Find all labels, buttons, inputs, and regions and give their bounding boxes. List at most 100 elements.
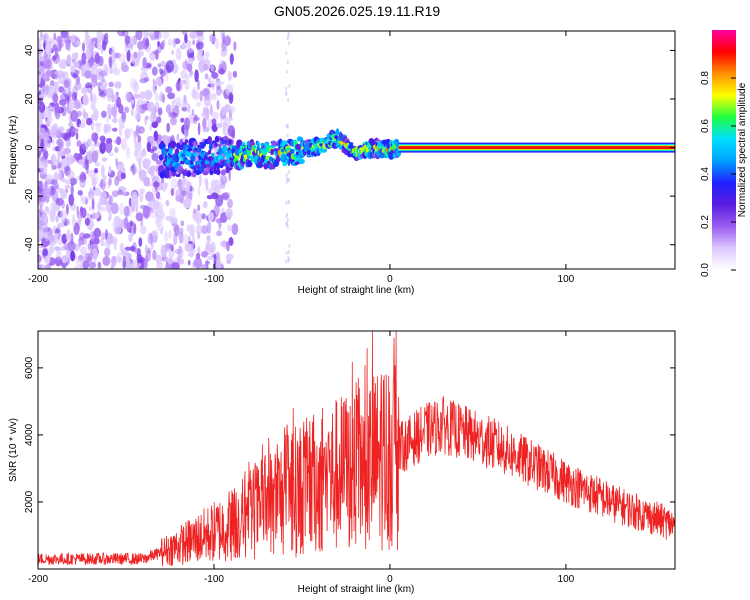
carrier-blob <box>335 128 340 137</box>
noise-speckle <box>157 107 163 116</box>
noise-speckle <box>72 128 79 133</box>
carrier-blob <box>388 152 395 160</box>
noise-speckle <box>197 79 200 91</box>
noise-speckle <box>203 63 209 71</box>
carrier-blob <box>349 142 354 146</box>
noise-speckle <box>108 81 114 88</box>
carrier-blob <box>216 165 220 170</box>
noise-speckle <box>133 52 138 59</box>
carrier-blob <box>211 152 215 158</box>
noise-speckle <box>135 124 140 137</box>
carrier-blob <box>197 147 202 153</box>
noise-speckle <box>157 40 161 48</box>
noise-speckle <box>94 167 99 174</box>
noise-speckle <box>217 68 225 75</box>
noise-speckle <box>151 152 159 162</box>
noise-speckle <box>151 229 158 237</box>
noise-speckle <box>144 244 148 255</box>
noise-speckle <box>179 227 184 235</box>
noise-speckle <box>160 70 166 77</box>
noise-speckle <box>111 221 116 227</box>
noise-speckle <box>227 224 233 232</box>
noise-speckle <box>121 64 129 73</box>
noise-speckle <box>81 52 87 65</box>
noise-speckle <box>110 106 118 117</box>
noise-speckle <box>50 209 56 218</box>
noise-speckle <box>210 79 216 91</box>
noise-speckle <box>59 170 62 182</box>
noise-speckle <box>74 62 80 68</box>
noise-speckle <box>57 222 65 228</box>
noise-speckle <box>116 170 124 182</box>
carrier-blob <box>218 147 223 155</box>
noise-speckle <box>285 91 288 95</box>
noise-speckle <box>61 151 67 157</box>
noise-speckle <box>129 36 134 44</box>
noise-speckle <box>93 237 100 245</box>
noise-speckle <box>131 163 136 176</box>
noise-speckle <box>142 57 147 69</box>
noise-speckle <box>70 250 76 262</box>
noise-speckle <box>182 179 191 192</box>
noise-speckle <box>45 195 50 204</box>
noise-speckle <box>176 133 180 141</box>
noise-speckle <box>222 193 229 201</box>
noise-speckle <box>181 177 185 187</box>
noise-speckle <box>97 33 105 39</box>
noise-speckle <box>160 135 169 143</box>
noise-speckle <box>45 70 53 77</box>
noise-speckle <box>208 76 212 84</box>
noise-speckle <box>91 150 99 163</box>
noise-speckle <box>226 241 230 252</box>
carrier-blob <box>197 144 202 148</box>
noise-speckle <box>189 224 195 237</box>
noise-speckle <box>121 111 126 120</box>
noise-speckle <box>38 70 41 75</box>
noise-speckle <box>285 172 288 177</box>
noise-speckle <box>74 264 83 269</box>
noise-speckle <box>202 118 207 130</box>
noise-speckle <box>94 52 100 64</box>
noise-speckle <box>108 56 113 69</box>
noise-speckle <box>141 50 144 57</box>
noise-speckle <box>198 47 204 57</box>
noise-speckle <box>115 226 122 234</box>
carrier-blob <box>190 154 196 162</box>
noise-speckle <box>232 70 238 78</box>
noise-speckle <box>117 31 125 37</box>
noise-speckle <box>38 254 42 263</box>
carrier-blob <box>165 170 170 179</box>
noise-speckle <box>90 93 97 105</box>
noise-speckle <box>186 39 192 49</box>
noise-speckle <box>75 40 81 46</box>
noise-speckle <box>49 104 53 111</box>
noise-speckle <box>124 128 130 140</box>
noise-speckle <box>147 32 155 37</box>
noise-speckle <box>191 248 196 254</box>
noise-speckle <box>51 189 59 202</box>
noise-speckle <box>161 93 166 103</box>
carrier-blob <box>344 148 348 156</box>
noise-speckle <box>287 31 290 36</box>
noise-speckle <box>211 118 217 125</box>
noise-speckle <box>38 101 46 113</box>
noise-speckle <box>52 93 59 104</box>
noise-speckle <box>166 122 171 133</box>
noise-speckle <box>111 127 118 132</box>
noise-speckle <box>187 103 191 114</box>
noise-speckle <box>103 63 109 77</box>
noise-speckle <box>187 49 190 58</box>
noise-speckle <box>194 114 198 119</box>
noise-speckle <box>204 73 209 80</box>
noise-speckle <box>130 99 135 105</box>
noise-speckle <box>162 31 170 40</box>
noise-speckle <box>61 255 68 264</box>
noise-speckle <box>210 241 216 254</box>
noise-speckle <box>60 190 68 200</box>
noise-speckle <box>202 126 210 133</box>
noise-speckle <box>88 205 93 212</box>
noise-speckle <box>174 249 182 254</box>
noise-speckle <box>131 166 139 174</box>
noise-speckle <box>184 77 190 91</box>
noise-speckle <box>149 112 157 123</box>
